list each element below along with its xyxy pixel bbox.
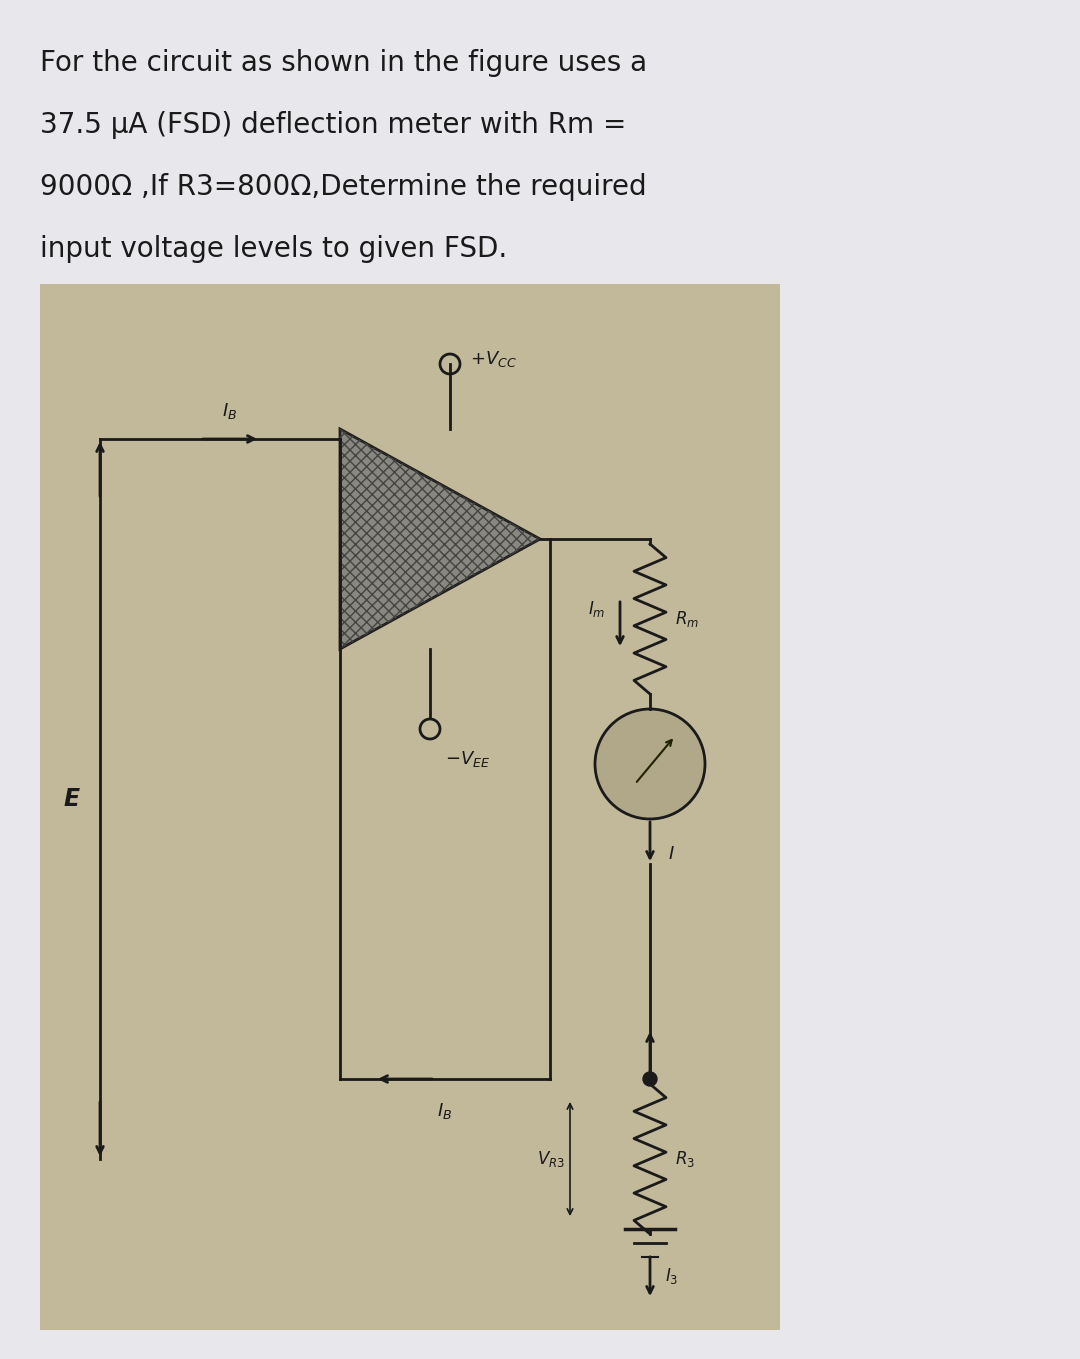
Circle shape: [643, 1072, 657, 1086]
Text: $-V_{EE}$: $-V_{EE}$: [445, 749, 490, 769]
Text: 9000Ω ,If R3=800Ω,Determine the required: 9000Ω ,If R3=800Ω,Determine the required: [40, 173, 647, 201]
Text: $R_m$: $R_m$: [675, 609, 699, 629]
Text: $I$: $I$: [669, 845, 675, 863]
Text: $R_3$: $R_3$: [675, 1148, 696, 1169]
Text: $I_3$: $I_3$: [665, 1267, 678, 1286]
Text: $I_B$: $I_B$: [437, 1101, 453, 1121]
Text: $I_m$: $I_m$: [588, 599, 605, 618]
Text: For the circuit as shown in the figure uses a: For the circuit as shown in the figure u…: [40, 49, 647, 77]
Text: 37.5 μA (FSD) deflection meter with Rm =: 37.5 μA (FSD) deflection meter with Rm =: [40, 111, 626, 139]
Text: $I_B$: $I_B$: [222, 401, 238, 421]
FancyBboxPatch shape: [40, 284, 780, 1330]
Polygon shape: [340, 429, 540, 650]
Text: E: E: [64, 787, 80, 811]
Text: $V_{R3}$: $V_{R3}$: [537, 1148, 565, 1169]
Text: $+V_{CC}$: $+V_{CC}$: [470, 349, 517, 370]
Text: input voltage levels to given FSD.: input voltage levels to given FSD.: [40, 235, 508, 264]
Circle shape: [595, 709, 705, 819]
